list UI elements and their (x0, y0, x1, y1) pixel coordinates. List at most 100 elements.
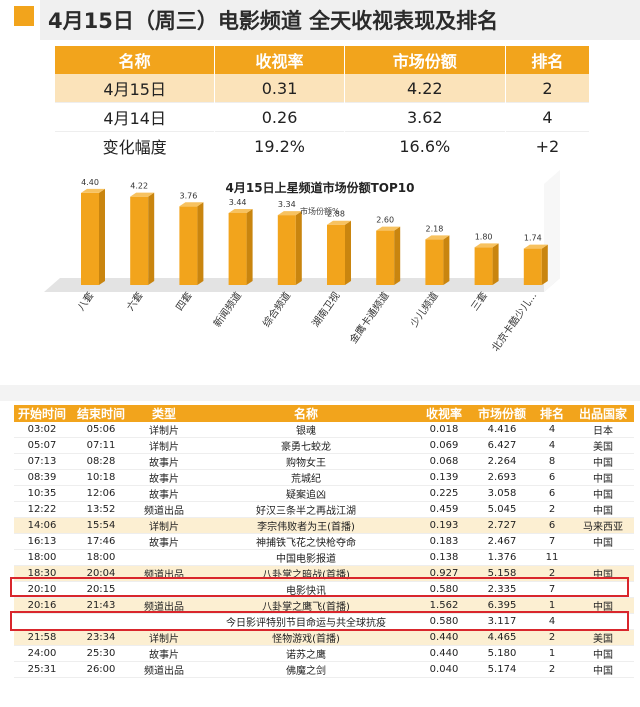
bar-top (228, 209, 253, 214)
schedule-cell: 诺苏之鹰 (196, 645, 416, 662)
summary-cell: 4.22 (344, 74, 506, 103)
bar-side (148, 192, 155, 285)
highlight-box (10, 577, 629, 597)
schedule-cell: 20:16 (14, 597, 70, 614)
data-label: 2.88 (327, 210, 345, 219)
bar-top (130, 192, 155, 197)
bar (376, 230, 395, 285)
data-label: 1.74 (524, 234, 542, 243)
schedule-row: 07:13 08:28 故事片 购物女王 0.068 2.264 8 中国 (14, 453, 634, 470)
data-label: 3.76 (179, 191, 197, 200)
tick-label: 少儿频道 (407, 289, 441, 329)
schedule-header-row: 开始时间 结束时间 类型 名称 收视率 市场份额 排名 出品国家 (14, 405, 634, 422)
summary-cell: 4 (505, 102, 591, 132)
schedule-cell: 0.459 (416, 501, 472, 518)
header: 4月15日（周三）电影频道 全天收视表现及排名 (0, 0, 640, 40)
schedule-cell: 1.562 (416, 597, 472, 614)
schedule-cell: 05:07 (14, 437, 70, 454)
schedule-cell: 购物女王 (196, 453, 416, 470)
schedule-cell: 详制片 (132, 629, 196, 646)
bar-top (179, 202, 204, 207)
schedule-cell: 0.440 (416, 629, 472, 646)
data-label: 2.60 (376, 216, 394, 225)
schedule-cell: 美国 (572, 629, 634, 646)
schedule-cell (572, 549, 634, 566)
schedule-cell: 6 (532, 517, 572, 534)
bar (327, 224, 345, 285)
schedule-table: 开始时间 结束时间 类型 名称 收视率 市场份额 排名 出品国家 03:02 05:06 详制片银… (14, 405, 634, 678)
schedule-cell: 八卦掌之鹰飞(首播) (196, 597, 416, 614)
schedule-cell: 李宗伟败者为王(首播) (196, 517, 416, 534)
bar (228, 213, 247, 285)
schedule-header-cell: 收视率 (416, 405, 472, 422)
schedule-cell: 6.395 (472, 597, 532, 614)
schedule-cell (132, 549, 196, 566)
schedule-cell: 12:06 (70, 485, 132, 502)
schedule-row: 24:00 25:30 故事片 诺苏之鹰 0.440 5.180 1 中国 (14, 645, 634, 662)
schedule-cell: 神捕铁飞花之快枪夺命 (196, 533, 416, 550)
schedule-cell: 2 (532, 501, 572, 518)
schedule-cell: 5.045 (472, 501, 532, 518)
bar-top (523, 244, 548, 249)
bar-top (425, 235, 450, 240)
summary-cell: 0.26 (214, 102, 345, 132)
schedule-cell: 故事片 (132, 533, 196, 550)
schedule-cell: 15:54 (70, 517, 132, 534)
schedule-cell: 故事片 (132, 485, 196, 502)
schedule-row: 25:31 26:00 频道出品 佛魔之剑 0.040 5.174 2 中国 (14, 661, 634, 678)
tick-label: 三套 (468, 289, 490, 313)
chart-backwall (544, 170, 560, 292)
summary-cell: 16.6% (344, 131, 506, 160)
schedule-cell: 24:00 (14, 645, 70, 662)
schedule-cell: 4.416 (472, 422, 532, 438)
schedule-cell: 频道出品 (132, 661, 196, 678)
schedule-cell: 故事片 (132, 645, 196, 662)
schedule-cell: 21:43 (70, 597, 132, 614)
header-accent-square (14, 6, 34, 26)
summary-header-cell: 市场份额 (344, 46, 506, 74)
tick-label: 湖南卫视 (309, 289, 343, 329)
data-label: 2.18 (425, 224, 443, 233)
schedule-cell: 13:52 (70, 501, 132, 518)
summary-cell: +2 (505, 131, 591, 160)
summary-cell: 4月15日 (55, 74, 216, 103)
schedule-cell: 疑案追凶 (196, 485, 416, 502)
summary-cell: 3.62 (344, 102, 506, 132)
schedule-cell: 0.193 (416, 517, 472, 534)
tick-label: 金鹰卡通频道 (347, 289, 392, 346)
page-title: 4月15日（周三）电影频道 全天收视表现及排名 (48, 9, 499, 33)
data-label: 1.80 (475, 232, 493, 241)
schedule-cell: 3.058 (472, 485, 532, 502)
schedule-header-cell: 开始时间 (14, 405, 70, 422)
bar-side (246, 209, 253, 285)
schedule-cell: 25:31 (14, 661, 70, 678)
schedule-cell: 20:10 (14, 581, 70, 598)
schedule-cell: 1 (532, 597, 572, 614)
bar-side (394, 226, 401, 285)
schedule-cell (132, 581, 196, 598)
schedule-cell: 佛魔之剑 (196, 661, 416, 678)
series-label: 市场份额% (300, 206, 340, 216)
bar-side (295, 211, 302, 285)
schedule-cell: 详制片 (132, 437, 196, 454)
summary-cell: 19.2% (214, 131, 345, 160)
schedule-cell: 4 (532, 422, 572, 438)
schedule-cell: 17:46 (70, 533, 132, 550)
schedule-row: 21:58 23:34 详制片 怪物游戏(首播) 0.440 4.465 2 美国 (14, 629, 634, 646)
tick-label: 八套 (74, 289, 96, 313)
schedule-cell: 中国 (572, 453, 634, 470)
bar (277, 215, 296, 285)
schedule-cell: 中国 (572, 533, 634, 550)
summary-header-cell: 收视率 (214, 46, 345, 74)
schedule-header-cell: 类型 (132, 405, 196, 422)
schedule-cell: 美国 (572, 437, 634, 454)
tick-label: 四套 (173, 289, 195, 313)
summary-header-cell: 名称 (55, 46, 216, 74)
summary-cell: 4月14日 (55, 102, 216, 132)
schedule-cell: 07:11 (70, 437, 132, 454)
schedule-cell: 中国 (572, 597, 634, 614)
schedule-cell: 0.225 (416, 485, 472, 502)
schedule-cell (572, 581, 634, 598)
schedule-cell: 中国 (572, 485, 634, 502)
schedule-header-cell: 排名 (532, 405, 572, 422)
